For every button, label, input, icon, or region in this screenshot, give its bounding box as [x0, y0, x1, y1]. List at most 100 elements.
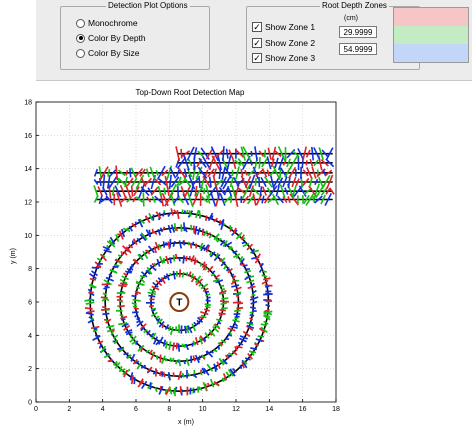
root-detection-mark [156, 317, 161, 322]
root-detection-mark [166, 186, 170, 196]
root-detection-mark [302, 146, 308, 161]
root-detection-mark [132, 196, 137, 203]
root-detection-mark [194, 337, 199, 346]
root-detection-mark [199, 262, 203, 267]
root-detection-mark [205, 195, 211, 204]
root-detection-mark [192, 373, 198, 379]
root-detection-mark [170, 224, 176, 233]
root-detection-mark [176, 176, 182, 188]
root-detection-mark [193, 257, 197, 265]
root-detection-mark [113, 360, 118, 366]
root-detection-mark [118, 322, 128, 326]
radio-indicator[interactable] [76, 18, 85, 28]
root-detection-mark [180, 185, 186, 197]
zone-boundary-1-input[interactable]: 29.9999 [339, 26, 377, 38]
root-detection-mark [235, 291, 242, 296]
root-detection-mark [177, 195, 185, 204]
root-detection-mark [321, 174, 331, 190]
checkbox-indicator[interactable]: ✓ [252, 53, 262, 63]
root-detection-mark [140, 271, 148, 278]
root-detection-mark [97, 340, 104, 345]
y-tick-label: 2 [28, 366, 32, 373]
root-detection-mark [135, 174, 145, 190]
root-detection-mark [242, 359, 248, 365]
root-detection-mark [251, 187, 260, 195]
zone-boundary-2-input[interactable]: 54.9999 [339, 43, 377, 55]
root-detection-mark [183, 325, 187, 334]
root-detection-mark [119, 278, 128, 285]
root-detection-mark [137, 344, 145, 352]
root-detection-mark [146, 266, 153, 275]
root-detection-mark [172, 357, 175, 362]
root-detection-mark [320, 159, 329, 167]
root-detection-mark [220, 261, 226, 267]
root-detection-mark [85, 301, 95, 305]
x-tick-label: 4 [101, 406, 105, 413]
root-detection-mark [100, 296, 108, 299]
root-detection-mark [151, 228, 154, 234]
root-detection-mark [208, 328, 216, 337]
root-detection-mark [272, 193, 280, 206]
root-detection-mark [212, 325, 220, 333]
root-detection-mark [145, 349, 151, 354]
root-detection-mark [198, 386, 203, 391]
root-detection-mark [168, 386, 173, 395]
root-detection-map-chart: Top-Down Root Detection Map T 0 2 4 6 8 10 12 1… [10, 88, 340, 426]
root-detection-mark [123, 272, 128, 277]
root-detection-mark [250, 300, 258, 305]
root-detection-mark [146, 329, 151, 336]
root-detection-mark [178, 359, 182, 367]
color-by-size-radio[interactable]: Color By Size [76, 48, 140, 58]
root-detection-mark [136, 237, 142, 244]
root-detection-mark [216, 318, 223, 322]
root-detection-mark [149, 288, 157, 293]
root-detection-mark [157, 277, 163, 283]
root-detection-mark [162, 371, 166, 378]
root-detection-mark [148, 212, 154, 221]
root-detection-mark [246, 279, 255, 284]
root-detection-mark [176, 210, 180, 219]
root-detection-mark [157, 243, 162, 249]
root-detection-mark [218, 312, 226, 315]
root-detection-mark [239, 364, 243, 370]
root-detection-mark [312, 195, 316, 204]
root-detection-mark [190, 275, 197, 283]
root-detection-mark [129, 168, 132, 178]
root-detection-mark [248, 350, 257, 354]
root-detection-mark [231, 367, 237, 373]
root-detection-mark [274, 157, 279, 169]
root-detection-mark [284, 167, 291, 178]
tree-marker-label: T [176, 298, 182, 309]
root-detection-mark [159, 371, 163, 377]
root-detection-mark [254, 146, 258, 162]
root-detection-mark [99, 253, 107, 262]
monochrome-radio[interactable]: Monochrome [76, 18, 138, 28]
root-detection-mark [168, 183, 177, 199]
root-detection-mark [109, 169, 117, 177]
root-detection-mark [208, 251, 213, 256]
checkbox-indicator[interactable]: ✓ [252, 22, 262, 32]
root-detection-mark [172, 254, 176, 262]
root-detection-mark [101, 307, 110, 312]
root-detection-mark [195, 186, 204, 196]
root-detection-mark [131, 222, 137, 228]
root-detection-mark [249, 314, 255, 317]
root-detection-mark [97, 186, 104, 197]
root-detection-mark [204, 267, 209, 271]
root-detection-mark [202, 230, 209, 237]
root-detection-mark [239, 335, 248, 340]
color-by-depth-radio[interactable]: Color By Depth [76, 33, 146, 43]
root-detection-mark [227, 369, 234, 377]
root-detection-mark [137, 380, 145, 388]
root-detection-mark [139, 218, 146, 225]
show-zone-2-checkbox[interactable]: ✓ Show Zone 2 [252, 38, 315, 48]
checkbox-indicator[interactable]: ✓ [252, 38, 262, 48]
root-detection-mark [208, 233, 214, 239]
show-zone-3-checkbox[interactable]: ✓ Show Zone 3 [252, 53, 315, 63]
radio-indicator[interactable] [76, 48, 85, 58]
root-detection-mark [209, 251, 216, 258]
show-zone-1-checkbox[interactable]: ✓ Show Zone 1 [252, 22, 315, 32]
radio-indicator[interactable] [76, 33, 85, 43]
y-tick-label: 16 [24, 133, 32, 140]
root-detection-mark [106, 240, 115, 247]
